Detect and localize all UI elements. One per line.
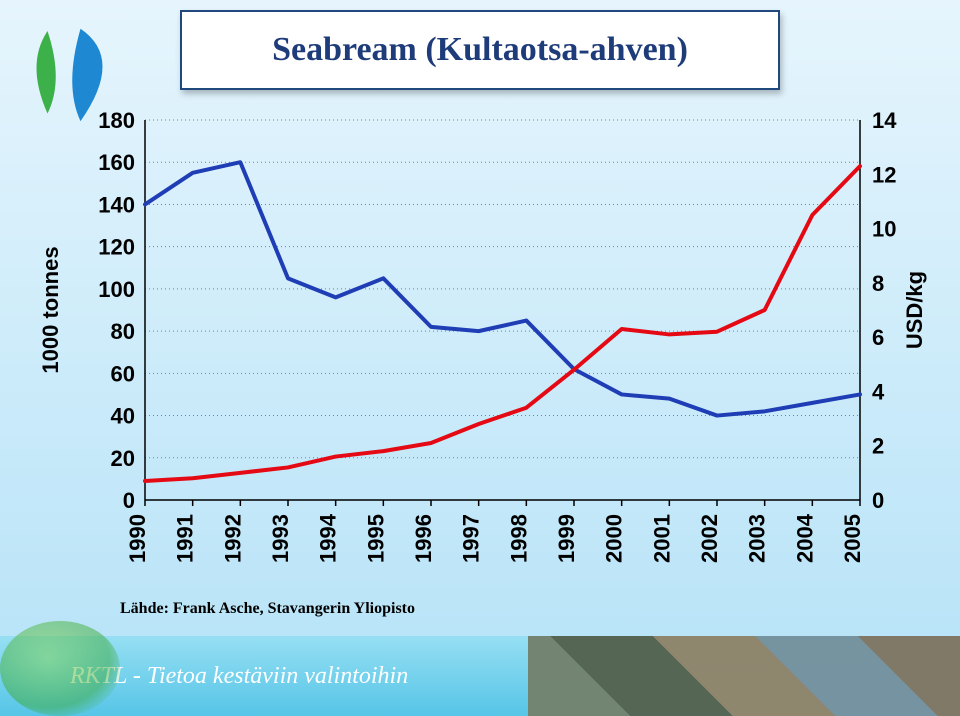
svg-text:1993: 1993: [268, 514, 293, 563]
svg-text:1990: 1990: [125, 514, 150, 563]
svg-text:120: 120: [98, 235, 135, 260]
svg-text:160: 160: [98, 150, 135, 175]
svg-text:180: 180: [98, 108, 135, 133]
svg-text:2000: 2000: [602, 514, 627, 563]
svg-text:1994: 1994: [316, 513, 341, 563]
svg-text:2004: 2004: [792, 513, 817, 563]
svg-text:100: 100: [98, 277, 135, 302]
svg-text:1992: 1992: [220, 514, 245, 563]
svg-text:1998: 1998: [506, 514, 531, 563]
svg-text:1996: 1996: [411, 514, 436, 563]
svg-text:20: 20: [111, 446, 135, 471]
footer-image-panel: [528, 636, 960, 716]
svg-text:4: 4: [872, 379, 885, 404]
svg-text:140: 140: [98, 192, 135, 217]
svg-text:2003: 2003: [745, 514, 770, 563]
svg-text:USD/kg: USD/kg: [902, 271, 927, 349]
svg-text:80: 80: [111, 319, 135, 344]
svg-text:1000 tonnes: 1000 tonnes: [38, 246, 63, 373]
chart-title: Seabream (Kultaotsa-ahven): [272, 31, 688, 69]
svg-text:1995: 1995: [363, 514, 388, 563]
footer-banner: RKTL - Tietoa kestäviin valintoihin: [0, 636, 960, 716]
svg-text:8: 8: [872, 271, 884, 296]
svg-text:1997: 1997: [459, 514, 484, 563]
svg-text:10: 10: [872, 217, 896, 242]
svg-text:1991: 1991: [173, 514, 198, 563]
svg-text:0: 0: [872, 488, 884, 513]
source-attribution: Lähde: Frank Asche, Stavangerin Yliopist…: [120, 600, 415, 618]
svg-text:2005: 2005: [840, 514, 865, 563]
svg-text:6: 6: [872, 325, 884, 350]
svg-text:40: 40: [111, 404, 135, 429]
dual-axis-line-chart: 0 20 40 60 80 100 120 140 160 180 0 2 4 6 8 10 12 14 1990 1…: [30, 95, 935, 595]
footer-text-panel: RKTL - Tietoa kestäviin valintoihin: [0, 636, 528, 716]
svg-text:2: 2: [872, 434, 884, 459]
chart-title-box: Seabream (Kultaotsa-ahven): [180, 10, 780, 90]
svg-text:14: 14: [872, 108, 897, 133]
svg-text:60: 60: [111, 361, 135, 386]
svg-text:2001: 2001: [649, 514, 674, 563]
svg-text:0: 0: [123, 488, 135, 513]
footer-text: RKTL - Tietoa kestäviin valintoihin: [70, 663, 408, 690]
svg-text:1999: 1999: [554, 514, 579, 563]
svg-text:2002: 2002: [697, 514, 722, 563]
svg-text:12: 12: [872, 162, 896, 187]
chart-area: 0 20 40 60 80 100 120 140 160 180 0 2 4 6 8 10 12 14 1990 1…: [30, 95, 935, 595]
